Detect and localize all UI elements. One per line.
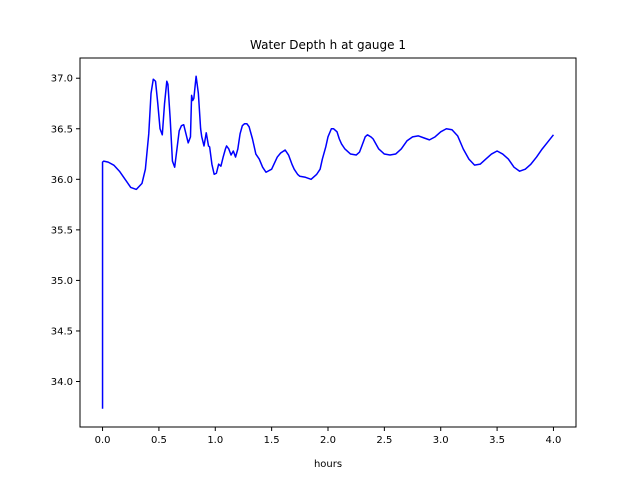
chart-title: Water Depth h at gauge 1 bbox=[250, 38, 406, 52]
y-tick-label: 35.0 bbox=[51, 276, 73, 287]
x-tick-label: 1.0 bbox=[207, 435, 223, 446]
x-axis: 0.0 0.5 1.0 1.5 2.0 2.5 3.0 3.5 4.0 bbox=[95, 427, 562, 446]
x-tick-label: 4.0 bbox=[546, 435, 562, 446]
y-axis: 34.0 34.5 35.0 35.5 36.0 36.5 37.0 bbox=[51, 74, 80, 388]
plot-frame bbox=[79, 57, 577, 428]
series-line-0 bbox=[101, 75, 555, 409]
y-tick-label: 36.0 bbox=[51, 175, 73, 186]
x-tick-label: 3.5 bbox=[489, 435, 505, 446]
x-tick-label: 0.0 bbox=[95, 435, 111, 446]
x-tick-label: 3.0 bbox=[433, 435, 449, 446]
x-tick-label: 0.5 bbox=[151, 435, 167, 446]
y-tick-label: 36.5 bbox=[51, 124, 73, 135]
x-tick-label: 2.5 bbox=[376, 435, 392, 446]
x-axis-label: hours bbox=[314, 459, 342, 470]
plot-area bbox=[101, 75, 555, 409]
x-tick-label: 1.5 bbox=[264, 435, 280, 446]
x-tick-label: 2.0 bbox=[320, 435, 336, 446]
y-tick-label: 37.0 bbox=[51, 74, 73, 85]
y-tick-label: 34.5 bbox=[51, 326, 73, 337]
y-tick-label: 35.5 bbox=[51, 225, 73, 236]
y-tick-label: 34.0 bbox=[51, 377, 73, 388]
